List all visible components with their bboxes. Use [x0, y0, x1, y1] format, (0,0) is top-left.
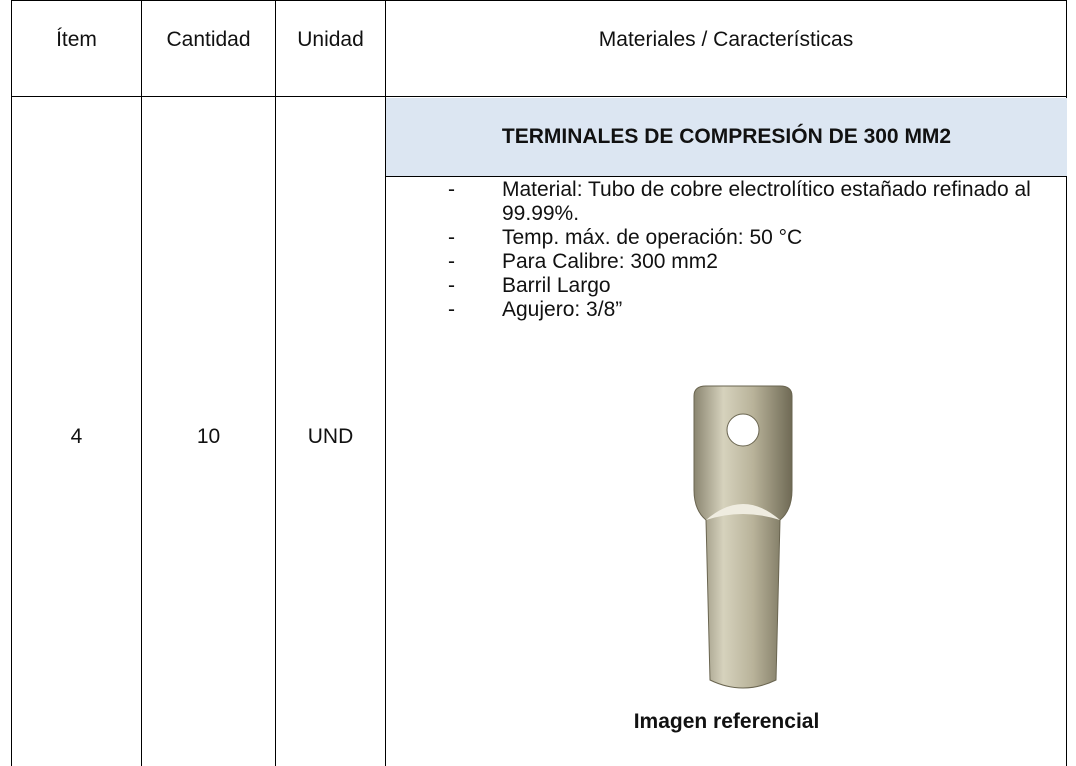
spec-item: Agujero: 3/8” [440, 298, 1060, 322]
spec-item: Barril Largo [440, 274, 1060, 298]
spec-title: TERMINALES DE COMPRESIÓN DE 300 MM2 [386, 98, 1067, 176]
header-cell: Cantidad [166, 28, 251, 51]
spec-item: Material: Tubo de cobre electrolítico es… [440, 178, 1060, 226]
border [11, 96, 1067, 97]
cell: 10 [196, 425, 221, 448]
border [1066, 0, 1067, 766]
border [275, 0, 276, 766]
spec-item: Temp. máx. de operación: 50 °C [440, 226, 1060, 250]
header-cell: Ítem [56, 28, 97, 51]
border [385, 176, 1067, 177]
header-cell: Unidad [297, 28, 364, 51]
border [11, 0, 1067, 1]
border [385, 0, 386, 766]
spec-item: Para Calibre: 300 mm2 [440, 250, 1060, 274]
cell: 4 [70, 425, 83, 448]
cell: UND [307, 425, 354, 448]
border [11, 0, 12, 766]
border [141, 0, 142, 766]
product-image [693, 385, 793, 689]
caption: Imagen referencial [633, 710, 820, 733]
spec-list: Material: Tubo de cobre electrolítico es… [440, 178, 1060, 322]
header-cell: Materiales / Características [598, 28, 854, 51]
